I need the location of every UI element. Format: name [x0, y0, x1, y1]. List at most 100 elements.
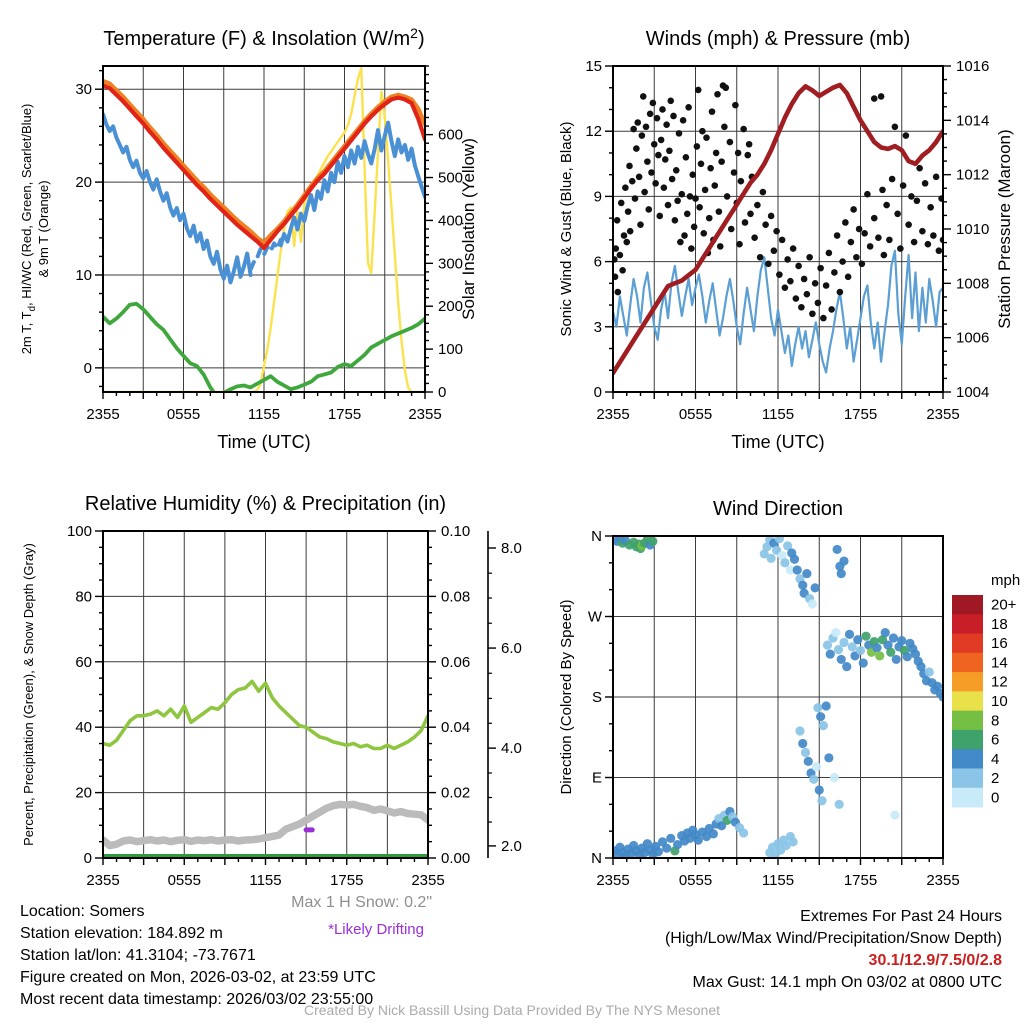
- svg-text:4: 4: [991, 751, 999, 768]
- svg-text:0.04: 0.04: [441, 719, 470, 736]
- svg-text:0.00: 0.00: [441, 850, 470, 867]
- svg-text:0: 0: [84, 360, 92, 377]
- svg-text:Time (UTC): Time (UTC): [217, 432, 310, 452]
- svg-text:60: 60: [75, 654, 92, 671]
- svg-text:E: E: [592, 770, 602, 787]
- svg-text:0555: 0555: [679, 872, 712, 889]
- svg-text:400: 400: [438, 212, 463, 229]
- svg-text:200: 200: [438, 298, 463, 315]
- svg-text:0.06: 0.06: [441, 654, 470, 671]
- likely-drifting-note: *Likely Drifting: [328, 921, 424, 938]
- svg-text:Time (UTC): Time (UTC): [731, 432, 824, 452]
- svg-text:2355: 2355: [408, 406, 441, 423]
- svg-text:1008: 1008: [956, 275, 989, 292]
- svg-text:2355: 2355: [596, 872, 629, 889]
- svg-text:0555: 0555: [679, 406, 712, 423]
- svg-text:1155: 1155: [248, 406, 280, 423]
- svg-text:S: S: [592, 689, 602, 706]
- extremes-subtitle: (High/Low/Max Wind/Precipitation/Snow De…: [664, 930, 1002, 947]
- svg-text:2: 2: [991, 770, 999, 787]
- svg-text:100: 100: [438, 341, 463, 358]
- svg-text:40: 40: [75, 719, 92, 736]
- svg-text:0: 0: [438, 384, 446, 401]
- svg-text:1010: 1010: [956, 221, 989, 238]
- svg-text:1012: 1012: [956, 167, 989, 184]
- station-info: Location: Somers Station elevation: 184.…: [20, 901, 376, 1011]
- svg-text:10: 10: [75, 267, 92, 284]
- svg-text:Sonic Wind & Gust (Blue, Black: Sonic Wind & Gust (Blue, Black): [558, 121, 575, 336]
- svg-text:1755: 1755: [328, 406, 361, 423]
- svg-text:9: 9: [594, 188, 602, 205]
- extremes-values: 30.1/12.9/7.5/0/2.8: [868, 952, 1002, 969]
- svg-text:500: 500: [438, 170, 463, 187]
- svg-text:1155: 1155: [249, 872, 281, 889]
- svg-text:3: 3: [594, 319, 602, 336]
- svg-text:15: 15: [585, 58, 602, 75]
- svg-text:mph: mph: [991, 572, 1020, 589]
- svg-text:1755: 1755: [844, 406, 877, 423]
- svg-text:6: 6: [594, 254, 602, 271]
- svg-text:0: 0: [594, 384, 602, 401]
- svg-text:2355: 2355: [926, 872, 959, 889]
- svg-text:30: 30: [75, 81, 92, 98]
- svg-text:8.0: 8.0: [501, 540, 522, 557]
- svg-text:Solar Insolation (Yellow): Solar Insolation (Yellow): [459, 138, 478, 320]
- svg-text:2m T, Td, HI/WC (Red, Green, S: 2m T, Td, HI/WC (Red, Green, Scarlet/Blu…: [19, 104, 38, 355]
- svg-text:W: W: [588, 609, 603, 626]
- svg-text:0.08: 0.08: [441, 588, 470, 605]
- chart-humidity-precipitation: 2355 0555 1155 1755 2355 0 20 40 60 80 100 0.00 0.02…: [21, 493, 522, 889]
- svg-text:16: 16: [991, 635, 1008, 652]
- location-line: Location: Somers: [20, 903, 145, 920]
- svg-text:1155: 1155: [762, 406, 794, 423]
- svg-text:Station Pressure (Maroon): Station Pressure (Maroon): [995, 129, 1014, 328]
- svg-text:Relative Humidity (%) & Precip: Relative Humidity (%) & Precipitation (i…: [85, 493, 446, 515]
- svg-text:2355: 2355: [86, 872, 119, 889]
- chart-winds-pressure: 2355 0555 1155 1755 2355 Time (UTC) 0 3 6 9 12 15 10…: [558, 28, 1014, 452]
- svg-text:Winds (mph) & Pressure (mb): Winds (mph) & Pressure (mb): [646, 28, 911, 50]
- svg-text:& 9m T (Orange): & 9m T (Orange): [36, 180, 51, 277]
- svg-text:0.10: 0.10: [441, 523, 470, 540]
- svg-text:2.0: 2.0: [501, 838, 522, 855]
- svg-text:8: 8: [991, 712, 999, 729]
- svg-text:0: 0: [991, 789, 999, 806]
- svg-text:6: 6: [991, 732, 999, 749]
- svg-text:2355: 2355: [926, 406, 959, 423]
- timestamp-line: Most recent data timestamp: 2026/03/02 2…: [20, 991, 374, 1008]
- svg-text:10: 10: [991, 693, 1008, 710]
- svg-text:1155: 1155: [762, 872, 794, 889]
- latlon-line: Station lat/lon: 41.3104; -73.7671: [20, 947, 256, 964]
- svg-text:2355: 2355: [86, 406, 119, 423]
- svg-text:1755: 1755: [844, 872, 877, 889]
- svg-text:1755: 1755: [330, 872, 363, 889]
- svg-text:0.02: 0.02: [441, 785, 470, 802]
- svg-text:Percent, Precipitation (Green): Percent, Precipitation (Green), & Snow D…: [21, 543, 36, 846]
- svg-text:20: 20: [75, 174, 92, 191]
- svg-text:1006: 1006: [956, 330, 989, 347]
- credit-line: Created By Nick Bassill Using Data Provi…: [303, 1002, 721, 1018]
- svg-text:12: 12: [991, 674, 1008, 691]
- svg-text:Wind Direction: Wind Direction: [713, 498, 843, 520]
- extremes-title: Extremes For Past 24 Hours: [800, 908, 1002, 925]
- svg-text:N: N: [591, 528, 602, 545]
- svg-text:0555: 0555: [168, 872, 201, 889]
- svg-text:6.0: 6.0: [501, 640, 522, 657]
- svg-text:Temperature (F) & Insolation (: Temperature (F) & Insolation (W/m2): [103, 25, 424, 50]
- svg-text:600: 600: [438, 127, 463, 144]
- elevation-line: Station elevation: 184.892 m: [20, 925, 223, 942]
- svg-text:1004: 1004: [956, 384, 989, 401]
- created-line: Figure created on Mon, 2026-03-02, at 23…: [20, 969, 376, 986]
- chart-wind-direction: 2355 0555 1155 1755 2355 N E S W N Direction (Colo…: [558, 498, 1020, 889]
- svg-text:12: 12: [585, 123, 602, 140]
- svg-text:300: 300: [438, 255, 463, 272]
- svg-text:N: N: [591, 850, 602, 867]
- svg-text:18: 18: [991, 616, 1008, 633]
- svg-text:0555: 0555: [167, 406, 200, 423]
- extremes-block: Extremes For Past 24 Hours (High/Low/Max…: [665, 906, 1002, 994]
- max-gust-line: Max Gust: 14.1 mph On 03/02 at 0800 UTC: [692, 974, 1003, 991]
- svg-text:2355: 2355: [411, 872, 444, 889]
- svg-text:0: 0: [84, 850, 92, 867]
- svg-text:4.0: 4.0: [501, 740, 522, 757]
- svg-text:20: 20: [75, 785, 92, 802]
